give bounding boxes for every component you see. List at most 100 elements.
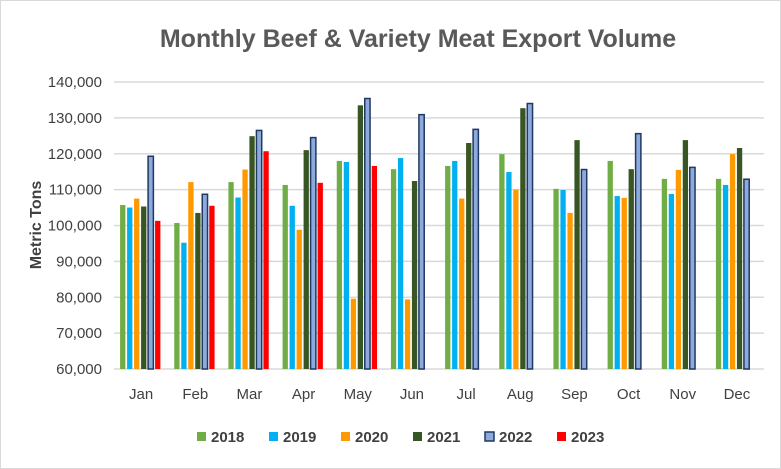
y-axis-label: Metric Tons bbox=[28, 181, 45, 270]
bar-2022-Jan bbox=[147, 155, 155, 370]
bar-2020-Jan bbox=[134, 198, 140, 369]
y-tick-label: 110,000 bbox=[49, 182, 102, 199]
x-tick-label: Oct bbox=[617, 386, 641, 403]
bar-2021-May bbox=[357, 105, 364, 369]
y-tick-label: 60,000 bbox=[56, 361, 102, 378]
bar-2023-Mar bbox=[263, 151, 269, 369]
x-tick-label: Mar bbox=[236, 386, 262, 403]
x-tick-label: Jul bbox=[456, 386, 475, 403]
bar-2018-Dec bbox=[715, 178, 722, 369]
bar-2018-Oct bbox=[607, 160, 613, 369]
x-tick-label: May bbox=[344, 386, 373, 403]
bar-2018-Aug bbox=[499, 154, 505, 369]
bar-2019-Nov bbox=[668, 193, 675, 369]
x-tick-label: Jan bbox=[129, 386, 153, 403]
bar-2021-Sep bbox=[574, 140, 580, 369]
bar-2018-Jan bbox=[120, 205, 126, 369]
bar-2022-Mar bbox=[255, 129, 263, 370]
bar-2023-May bbox=[371, 165, 378, 369]
y-tick-label: 80,000 bbox=[56, 289, 102, 306]
legend-label: 2019 bbox=[283, 429, 316, 446]
legend-label: 2023 bbox=[571, 429, 604, 446]
legend-swatch-2020 bbox=[341, 432, 350, 441]
bar-2020-May bbox=[350, 298, 357, 369]
y-tick-label: 120,000 bbox=[48, 146, 102, 163]
bar-2021-Feb bbox=[195, 212, 201, 369]
bar-2018-Nov bbox=[661, 178, 668, 369]
bar-2023-Apr bbox=[317, 182, 323, 369]
bar-2019-Mar bbox=[235, 197, 241, 369]
y-tick-label: 70,000 bbox=[56, 325, 102, 342]
bar-2021-Apr bbox=[303, 150, 309, 369]
chart-title: Monthly Beef & Variety Meat Export Volum… bbox=[160, 25, 676, 53]
bar-2021-Jun bbox=[411, 181, 418, 369]
bar-2020-Aug bbox=[513, 189, 519, 369]
bar-2021-Aug bbox=[520, 108, 526, 369]
bar-2021-Oct bbox=[628, 169, 634, 369]
bar-2020-Mar bbox=[242, 169, 248, 369]
legend-swatch-2023 bbox=[557, 432, 566, 441]
bar-2018-Feb bbox=[174, 222, 180, 369]
bar-2019-Feb bbox=[181, 242, 187, 369]
legend-swatch-2018 bbox=[197, 432, 206, 441]
legend-label: 2020 bbox=[355, 429, 388, 446]
bar-2018-Sep bbox=[553, 188, 559, 369]
bar-2018-May bbox=[336, 160, 343, 369]
legend-label: 2018 bbox=[211, 429, 244, 446]
x-tick-label: Nov bbox=[669, 386, 696, 403]
bar-2020-Oct bbox=[621, 197, 627, 369]
bar-2022-Feb bbox=[201, 193, 209, 370]
x-tick-label: Jun bbox=[400, 386, 424, 403]
bar-2018-Mar bbox=[228, 182, 234, 369]
bar-2021-Jan bbox=[141, 206, 147, 369]
bar-2019-Jul bbox=[452, 160, 458, 369]
bar-2019-Apr bbox=[289, 205, 295, 369]
bar-2020-Feb bbox=[188, 182, 194, 369]
y-tick-label: 140,000 bbox=[48, 74, 102, 91]
bar-2022-Jul bbox=[472, 128, 480, 370]
bar-2022-Nov bbox=[689, 166, 696, 370]
bar-2023-Jan bbox=[155, 220, 161, 369]
bar-2020-Jun bbox=[404, 299, 411, 369]
bar-2022-Dec bbox=[743, 178, 750, 370]
bar-2022-Aug bbox=[526, 102, 534, 370]
legend-swatch-2021 bbox=[413, 432, 422, 441]
bar-2020-Dec bbox=[729, 154, 736, 369]
x-tick-label: Dec bbox=[724, 386, 751, 403]
y-tick-label: 90,000 bbox=[56, 253, 102, 270]
bar-2021-Mar bbox=[249, 136, 255, 369]
bar-2020-Apr bbox=[296, 229, 302, 369]
bar-2019-Jun bbox=[397, 158, 404, 369]
legend-label: 2022 bbox=[499, 429, 532, 446]
y-tick-label: 100,000 bbox=[48, 218, 102, 235]
bar-2019-Sep bbox=[560, 189, 566, 369]
bar-2022-May bbox=[364, 97, 371, 370]
bar-2022-Jun bbox=[418, 113, 425, 370]
legend-swatch-2019 bbox=[269, 432, 278, 441]
bar-2021-Jul bbox=[466, 142, 472, 369]
bar-2019-May bbox=[343, 162, 350, 369]
x-tick-label: Feb bbox=[182, 386, 208, 403]
legend-swatch-2022 bbox=[484, 431, 495, 442]
y-tick-label: 130,000 bbox=[48, 110, 102, 127]
bar-2019-Jan bbox=[127, 207, 133, 369]
x-tick-label: Sep bbox=[561, 386, 588, 403]
bar-2018-Apr bbox=[282, 184, 288, 369]
bar-2020-Jul bbox=[459, 198, 465, 369]
x-tick-label: Apr bbox=[292, 386, 315, 403]
x-tick-label: Aug bbox=[507, 386, 534, 403]
bar-2018-Jul bbox=[445, 165, 451, 369]
bar-2023-Feb bbox=[209, 205, 215, 369]
bar-2021-Dec bbox=[736, 148, 743, 369]
bar-2022-Apr bbox=[309, 136, 317, 370]
bar-2018-Jun bbox=[390, 169, 397, 369]
bar-2020-Nov bbox=[675, 169, 682, 369]
bar-2019-Aug bbox=[506, 172, 512, 369]
bar-2022-Oct bbox=[634, 132, 642, 370]
bar-2021-Nov bbox=[682, 140, 689, 369]
legend-label: 2021 bbox=[427, 429, 460, 446]
bar-2019-Dec bbox=[722, 184, 729, 369]
bar-2019-Oct bbox=[614, 196, 620, 369]
